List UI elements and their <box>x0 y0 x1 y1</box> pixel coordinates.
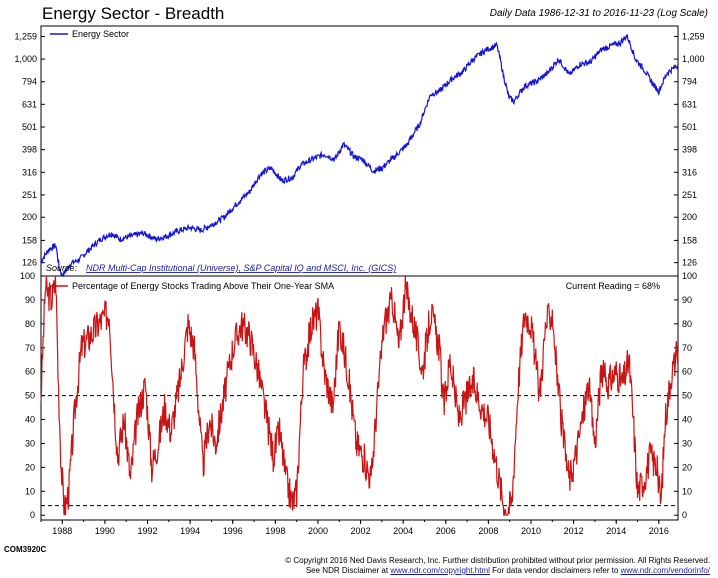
top-y-axis-right: 126 158 200 251 316 398 501 631 794 1,000 1,259 <box>674 31 705 268</box>
bottom-panel: 0 10 20 30 40 50 60 70 80 90 100 0 10 20 30 40 50 60 70 80… <box>20 271 697 521</box>
chart-title: Energy Sector - Breadth <box>42 4 225 23</box>
x-tick-label: 2010 <box>521 526 541 536</box>
top-ytick-label-right: 158 <box>682 235 697 245</box>
bottom-ytick-label-right: 20 <box>682 462 692 472</box>
disclaimer-prefix: See NDR Disclaimer at <box>305 566 391 575</box>
x-tick-label: 2014 <box>606 526 626 536</box>
top-ytick-label-right: 794 <box>682 77 697 87</box>
vendor-prefix: For data vendor disclaimers refer to <box>489 566 621 575</box>
bottom-ytick-label-right: 30 <box>682 438 692 448</box>
bottom-ytick-label-left: 40 <box>25 415 35 425</box>
top-ytick-label-right: 251 <box>682 190 697 200</box>
x-tick-label: 1988 <box>52 526 72 536</box>
bottom-ytick-label-left: 100 <box>20 271 35 281</box>
bottom-panel-frame <box>40 275 679 521</box>
energy-sector-line <box>40 34 679 277</box>
top-ytick-label-left: 158 <box>22 235 37 245</box>
bottom-ytick-label-left: 70 <box>25 343 35 353</box>
bottom-ytick-label-left: 60 <box>25 367 35 377</box>
x-tick-label: 2012 <box>564 526 584 536</box>
bottom-ytick-label-right: 0 <box>682 510 687 520</box>
top-ytick-label-right: 501 <box>682 122 697 132</box>
legend-label-percent-above-sma: Percentage of Energy Stocks Trading Abov… <box>72 281 334 291</box>
copyright-link[interactable]: www.ndr.com/copyright.html <box>390 566 490 575</box>
top-ytick-label-right: 1,259 <box>682 31 705 41</box>
source-link[interactable]: NDR Multi-Cap Institutional (Universe), … <box>86 263 396 273</box>
bottom-ytick-label-right: 70 <box>682 343 692 353</box>
top-ytick-label-left: 1,000 <box>14 54 37 64</box>
x-tick-label: 1994 <box>180 526 200 536</box>
bottom-ytick-label-right: 90 <box>682 295 692 305</box>
bottom-ytick-label-left: 10 <box>25 486 35 496</box>
x-tick-label: 1998 <box>265 526 285 536</box>
top-ytick-label-left: 794 <box>22 77 37 87</box>
chart-subtitle: Daily Data 1986-12-31 to 2016-11-23 (Log… <box>489 8 708 19</box>
percent-above-sma-line <box>40 275 679 516</box>
x-tick-label: 2004 <box>393 526 413 536</box>
legend-label-energy-sector: Energy Sector <box>72 29 129 39</box>
top-y-axis-left: 126 158 200 251 316 398 501 631 794 1,000 1,259 <box>14 31 45 268</box>
bottom-ytick-label-right: 40 <box>682 415 692 425</box>
x-tick-label: 1992 <box>138 526 158 536</box>
top-ytick-label-right: 631 <box>682 99 697 109</box>
bottom-ytick-label-left: 0 <box>30 510 35 520</box>
disclaimer-line: See NDR Disclaimer at www.ndr.com/copyri… <box>306 566 710 575</box>
source-label: Source: <box>46 263 78 273</box>
x-tick-label: 2000 <box>308 526 328 536</box>
bottom-ytick-label-left: 20 <box>25 462 35 472</box>
top-ytick-label-left: 316 <box>22 167 37 177</box>
top-ytick-label-right: 1,000 <box>682 54 705 64</box>
x-tick-label: 2006 <box>436 526 456 536</box>
top-ytick-label-right: 200 <box>682 212 697 222</box>
bottom-y-axis-right: 0 10 20 30 40 50 60 70 80 90 100 <box>674 271 697 520</box>
x-tick-label: 2008 <box>478 526 498 536</box>
top-ytick-label-left: 251 <box>22 190 37 200</box>
x-axis: 1988 1990 1992 1994 1996 1998 2000 2002 2004 2006… <box>40 520 669 536</box>
top-ytick-label-left: 398 <box>22 145 37 155</box>
bottom-ytick-label-left: 30 <box>25 438 35 448</box>
x-tick-label: 2002 <box>351 526 371 536</box>
copyright-notice: © Copyright 2016 Ned Davis Research, Inc… <box>285 556 710 565</box>
top-ytick-label-right: 316 <box>682 167 697 177</box>
x-tick-label: 1990 <box>95 526 115 536</box>
top-panel: 126 158 200 251 316 398 501 631 794 1,000 1,259 12… <box>14 25 705 277</box>
current-reading-annotation: Current Reading = 68% <box>566 281 660 291</box>
reference-lines <box>41 395 678 507</box>
x-tick-label: 1996 <box>223 526 243 536</box>
bottom-ytick-label-right: 60 <box>682 367 692 377</box>
top-ytick-label-left: 631 <box>22 99 37 109</box>
bottom-ytick-label-left: 90 <box>25 295 35 305</box>
vendor-link[interactable]: www.ndr.com/vendorinfo/ <box>620 566 710 575</box>
bottom-ytick-label-left: 80 <box>25 319 35 329</box>
chart-code: COM3920C <box>4 545 47 554</box>
bottom-ytick-label-right: 100 <box>682 271 697 281</box>
top-ytick-label-left: 200 <box>22 212 37 222</box>
top-ytick-label-left: 1,259 <box>14 31 37 41</box>
bottom-ytick-label-right: 50 <box>682 391 692 401</box>
top-ytick-label-left: 501 <box>22 122 37 132</box>
bottom-ytick-label-right: 10 <box>682 486 692 496</box>
bottom-ytick-label-left: 50 <box>25 391 35 401</box>
bottom-ytick-label-right: 80 <box>682 319 692 329</box>
top-ytick-label-right: 398 <box>682 145 697 155</box>
top-ytick-label-left: 126 <box>22 258 37 268</box>
x-tick-label: 2016 <box>649 526 669 536</box>
top-ytick-label-right: 126 <box>682 258 697 268</box>
